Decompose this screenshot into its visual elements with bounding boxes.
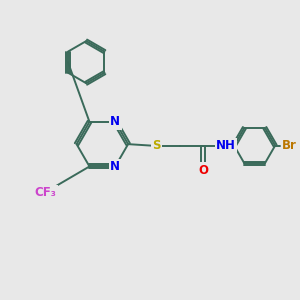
Text: O: O: [198, 164, 208, 177]
Text: CF₃: CF₃: [34, 186, 56, 199]
Text: N: N: [110, 115, 120, 128]
Text: Br: Br: [282, 139, 297, 152]
Text: N: N: [110, 160, 120, 173]
Text: NH: NH: [216, 139, 236, 152]
Text: S: S: [152, 139, 161, 152]
